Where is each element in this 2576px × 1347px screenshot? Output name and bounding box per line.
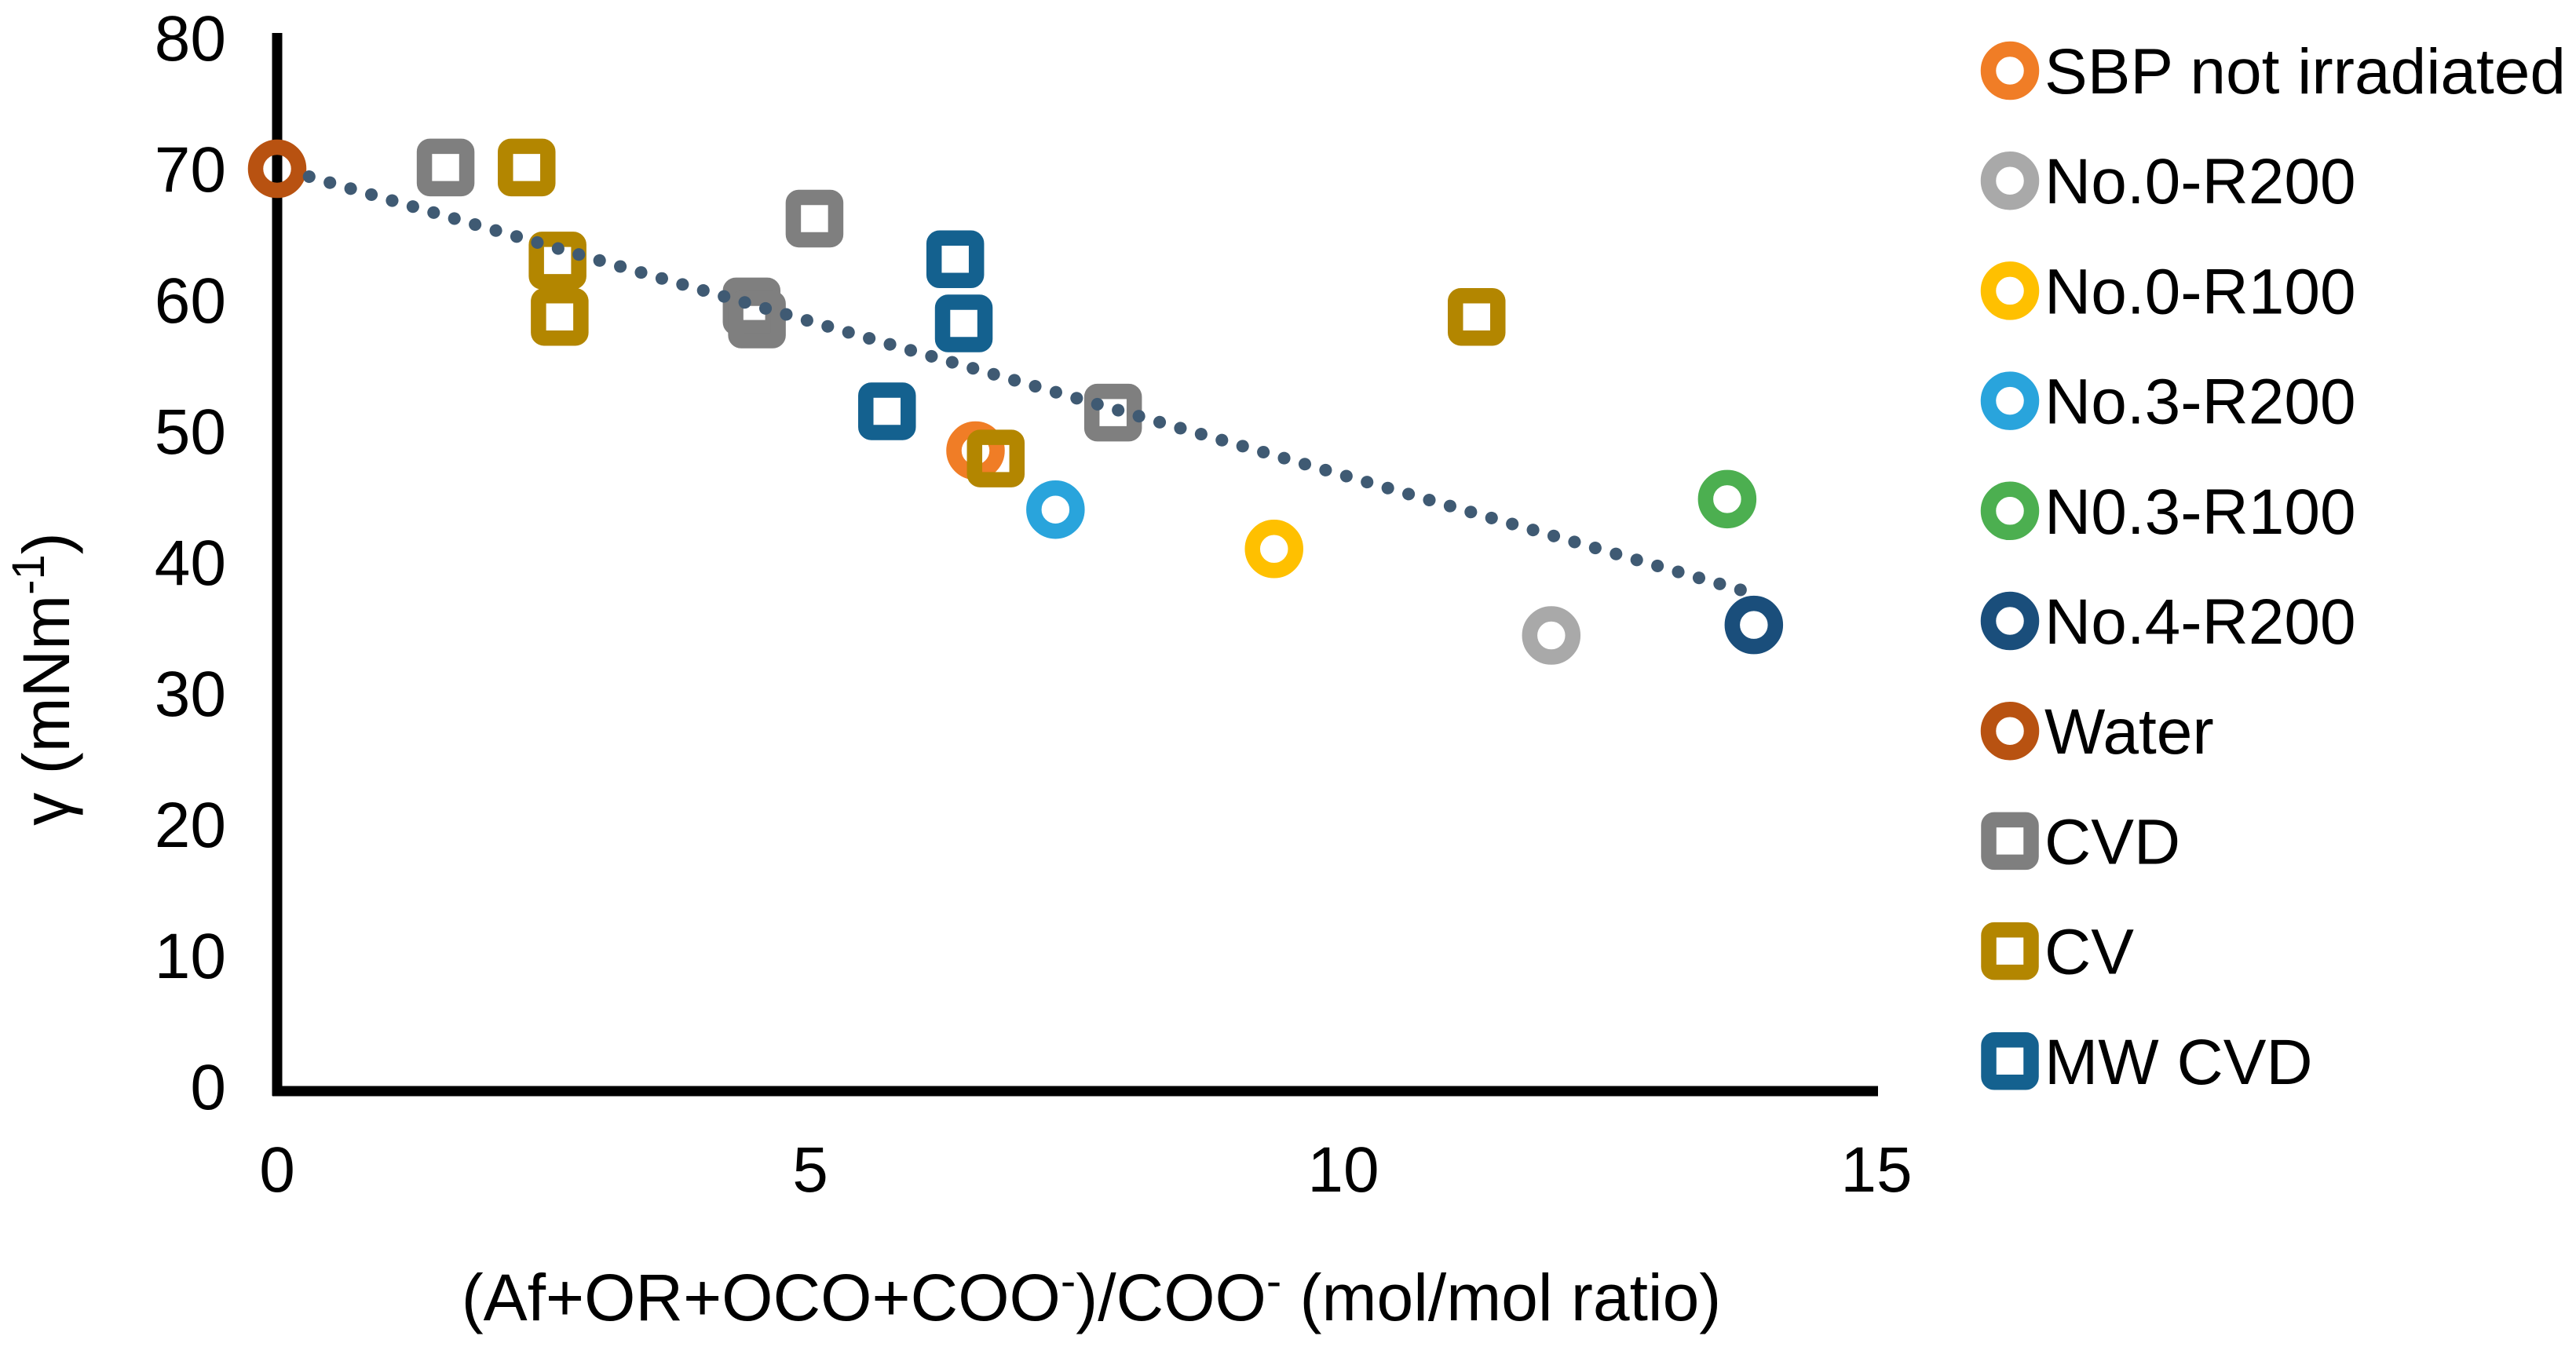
y-tick-label: 0 xyxy=(190,1052,226,1123)
y-tick-label: 80 xyxy=(155,3,226,75)
legend-marker xyxy=(1980,41,2040,100)
data-point-marker xyxy=(1697,469,1757,529)
data-point-marker xyxy=(531,287,589,346)
legend-item-water: Water xyxy=(1980,696,2214,768)
y-tick-label: 10 xyxy=(155,921,226,992)
y-axis-title: γ (mNm-1) xyxy=(3,532,83,825)
y-tick-label: 50 xyxy=(155,396,226,468)
axes xyxy=(272,33,1878,1097)
data-point-marker xyxy=(785,189,844,248)
legend-item-no-0-r200: No.0-R200 xyxy=(1980,146,2356,217)
data-point-marker xyxy=(1724,595,1784,655)
legend-marker xyxy=(1980,151,2040,210)
y-tick-label: 60 xyxy=(155,265,226,337)
legend-item-cv: CV xyxy=(1981,917,2134,988)
legend-item-label: No.0-R100 xyxy=(2044,256,2356,327)
legend-marker xyxy=(1980,591,2040,651)
legend-item-label: CV xyxy=(2044,917,2134,988)
data-point-marker xyxy=(934,294,993,352)
legend: SBP not irradiated No.0-R200 No.0-R100 No.3… xyxy=(1980,36,2566,1098)
legend-item-cvd: CVD xyxy=(1981,806,2180,878)
legend-item-label: No.4-R200 xyxy=(2044,586,2356,658)
legend-item-mw-cvd: MW CVD xyxy=(1981,1027,2313,1098)
data-point-marker xyxy=(1522,606,1581,665)
legend-marker xyxy=(1981,922,2039,980)
data-points xyxy=(247,138,1784,665)
data-point-marker xyxy=(966,429,1025,487)
data-point-marker xyxy=(1026,480,1085,539)
data-point-marker xyxy=(858,382,916,440)
data-point-marker xyxy=(1244,520,1303,579)
legend-item-no-3-r200: No.3-R200 xyxy=(1980,367,2356,438)
y-tick-label: 40 xyxy=(155,527,226,599)
x-tick-label: 5 xyxy=(792,1134,828,1206)
data-point-marker xyxy=(728,290,786,349)
legend-marker xyxy=(1980,261,2040,320)
y-axis-ticks: 0 10 20 30 40 50 60 70 80 xyxy=(155,3,226,1123)
legend-item-label: No.3-R200 xyxy=(2044,367,2356,438)
legend-marker xyxy=(1980,701,2040,761)
legend-item-label: N0.3-R100 xyxy=(2044,476,2356,548)
legend-marker xyxy=(1980,371,2040,430)
legend-marker xyxy=(1980,481,2040,541)
y-tick-label: 30 xyxy=(155,659,226,730)
y-tick-label: 20 xyxy=(155,790,226,861)
data-point-marker xyxy=(247,139,307,199)
legend-item-sbp-not-irradiated: SBP not irradiated xyxy=(1980,36,2566,108)
data-point-marker xyxy=(416,138,475,197)
data-point-marker xyxy=(498,138,556,197)
legend-item-no-4-r200: No.4-R200 xyxy=(1980,586,2356,658)
x-tick-label: 15 xyxy=(1840,1134,1912,1206)
legend-item-label: CVD xyxy=(2044,806,2180,878)
legend-item-label: MW CVD xyxy=(2044,1027,2313,1098)
legend-marker xyxy=(1981,812,2039,871)
legend-item-label: No.0-R200 xyxy=(2044,146,2356,217)
data-point-marker xyxy=(926,230,985,288)
legend-marker xyxy=(1981,1032,2039,1090)
y-tick-label: 70 xyxy=(155,134,226,206)
legend-item-n0-3-r100: N0.3-R100 xyxy=(1980,476,2356,548)
trendline xyxy=(302,170,1756,599)
trendline-path xyxy=(302,170,1756,599)
data-point-marker xyxy=(1448,287,1506,346)
x-tick-label: 10 xyxy=(1307,1134,1379,1206)
legend-item-label: SBP not irradiated xyxy=(2044,36,2566,108)
legend-item-no-0-r100: No.0-R100 xyxy=(1980,256,2356,327)
x-tick-label: 0 xyxy=(259,1134,295,1206)
x-axis-title: (Af+OR+OCO+COO-)/COO- (mol/mol ratio) xyxy=(462,1256,1722,1334)
x-axis-ticks: 0 5 10 15 xyxy=(259,1134,1912,1206)
legend-item-label: Water xyxy=(2044,696,2214,768)
